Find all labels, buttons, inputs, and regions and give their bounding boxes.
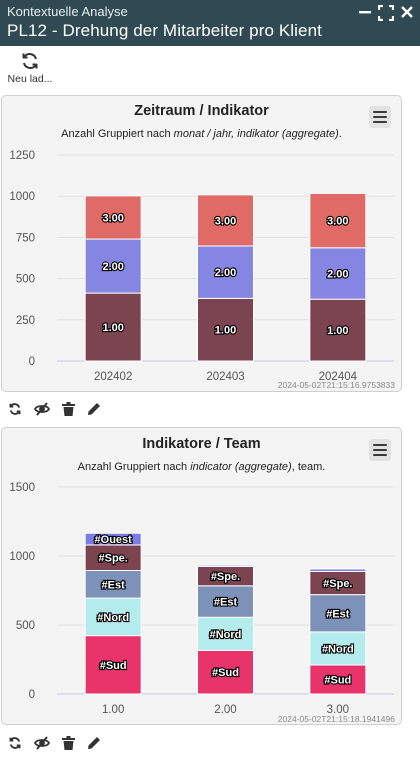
reload-button[interactable]: Neu lad... [5,51,55,85]
data-label: #Ouest [95,534,133,546]
y-tick-label: 500 [16,274,35,286]
data-label: #Spe. [323,578,352,590]
window-title: PL12 - Drehung der Mitarbeiter pro Klien… [7,21,322,40]
hide-eye-icon[interactable] [34,402,50,416]
x-tick-label: 202404 [319,371,358,383]
chart-menu-button[interactable] [369,439,391,461]
bar-segment[interactable] [197,564,254,567]
pencil-icon[interactable] [87,402,101,416]
trash-icon[interactable] [62,736,75,750]
refresh-icon [22,53,38,69]
x-tick-label: 202403 [206,371,244,383]
window-controls [358,5,414,21]
chart-actions [8,402,101,416]
pencil-icon[interactable] [87,736,101,750]
refresh-icon[interactable] [8,402,22,416]
bar-segment[interactable] [84,635,142,695]
bar-segment[interactable] [84,238,142,294]
data-label: 1.00 [327,325,348,337]
bar-segment[interactable] [309,568,367,572]
data-label: #Sud [212,667,239,679]
bar-segment[interactable] [84,532,142,546]
chart-title: Zeitraum / Indikator [134,103,269,119]
x-tick-label: 2.00 [214,704,236,716]
x-tick-label: 3.00 [327,704,349,716]
refresh-icon[interactable] [8,736,22,750]
data-label: #Nord [210,629,242,641]
data-label: #Est [326,608,350,620]
y-tick-label: 750 [16,232,35,244]
bar-segment[interactable] [84,292,142,362]
data-label: #Spe. [98,553,127,565]
close-icon[interactable] [400,5,414,19]
bar-segment[interactable] [197,585,254,618]
data-label: #Est [102,579,126,591]
chart-title: Indikatore / Team [142,436,261,452]
y-tick-label: 1500 [9,482,35,494]
bar-segment[interactable] [197,194,254,247]
x-tick-label: 202402 [94,371,132,383]
y-tick-label: 1000 [9,551,35,563]
chart-subtitle: Anzahl Gruppiert nach indicator (aggrega… [77,461,326,473]
bar-segment[interactable] [84,544,142,571]
data-label: 2.00 [102,261,123,273]
y-tick-label: 1000 [9,191,35,203]
y-tick-label: 1250 [9,150,35,162]
chart-card-period-indicator: Zeitraum / Indikator Anzahl Gruppiert na… [1,95,402,392]
window-titlebar: Kontextuelle Analyse PL12 - Drehung der … [0,0,420,46]
reload-label: Neu lad... [7,73,53,85]
data-label: #Spe. [211,571,240,583]
toolbar: Neu lad... [0,46,420,94]
y-tick-label: 0 [29,356,35,368]
bar-segment[interactable] [309,298,367,362]
data-label: #Nord [322,643,354,655]
data-label: #Sud [100,660,127,672]
data-label: 3.00 [102,212,123,224]
trash-icon[interactable] [62,402,75,416]
stacked-bar-chart: 0 500 1000 1500 #Sud #Nord #Est #Spe. #Ouest 1.00… [9,482,394,716]
bar-segment[interactable] [309,594,367,633]
chart-card-indicator-team: Indikatore / Team Anzahl Gruppiert nach … [1,427,402,725]
bar-segment[interactable] [84,195,142,240]
y-tick-label: 500 [16,620,35,632]
bar-segment[interactable] [197,297,254,362]
bar-segment[interactable] [197,649,254,695]
chart-subtitle: Anzahl Gruppiert nach monat / jahr, indi… [61,128,342,140]
x-tick-label: 1.00 [102,704,124,716]
data-label: #Nord [97,612,129,624]
bar-segment[interactable] [197,245,254,299]
chart-timestamp: 2024-05-02T21:15:16.9753833 [277,380,395,390]
maximize-icon[interactable] [378,5,394,21]
y-tick-label: 0 [29,689,35,701]
window-subtitle: Kontextuelle Analyse [7,4,128,19]
bar-segment[interactable] [309,192,367,249]
data-label: #Est [214,597,238,609]
chart-menu-button[interactable] [369,106,391,128]
hide-eye-icon[interactable] [34,736,50,750]
data-label: 2.00 [327,268,348,280]
data-label: 1.00 [215,325,236,337]
data-label: 1.00 [102,322,123,334]
bar-segment[interactable] [309,631,367,666]
chart-timestamp: 2024-05-02T21:15:18.1941496 [277,714,395,724]
bar-segment[interactable] [309,664,367,695]
bar-segment[interactable] [309,247,367,300]
data-label: 3.00 [327,216,348,228]
data-label: #Sud [324,675,351,687]
y-tick-label: 250 [16,315,35,327]
data-label: 3.00 [215,215,236,227]
data-label: 2.00 [215,267,236,279]
chart-actions [8,736,101,750]
minimize-icon[interactable] [358,5,372,19]
stacked-bar-chart: 0 250 500 750 1000 1250 1.00 2.00 3.00 202402 1.00… [9,150,394,383]
